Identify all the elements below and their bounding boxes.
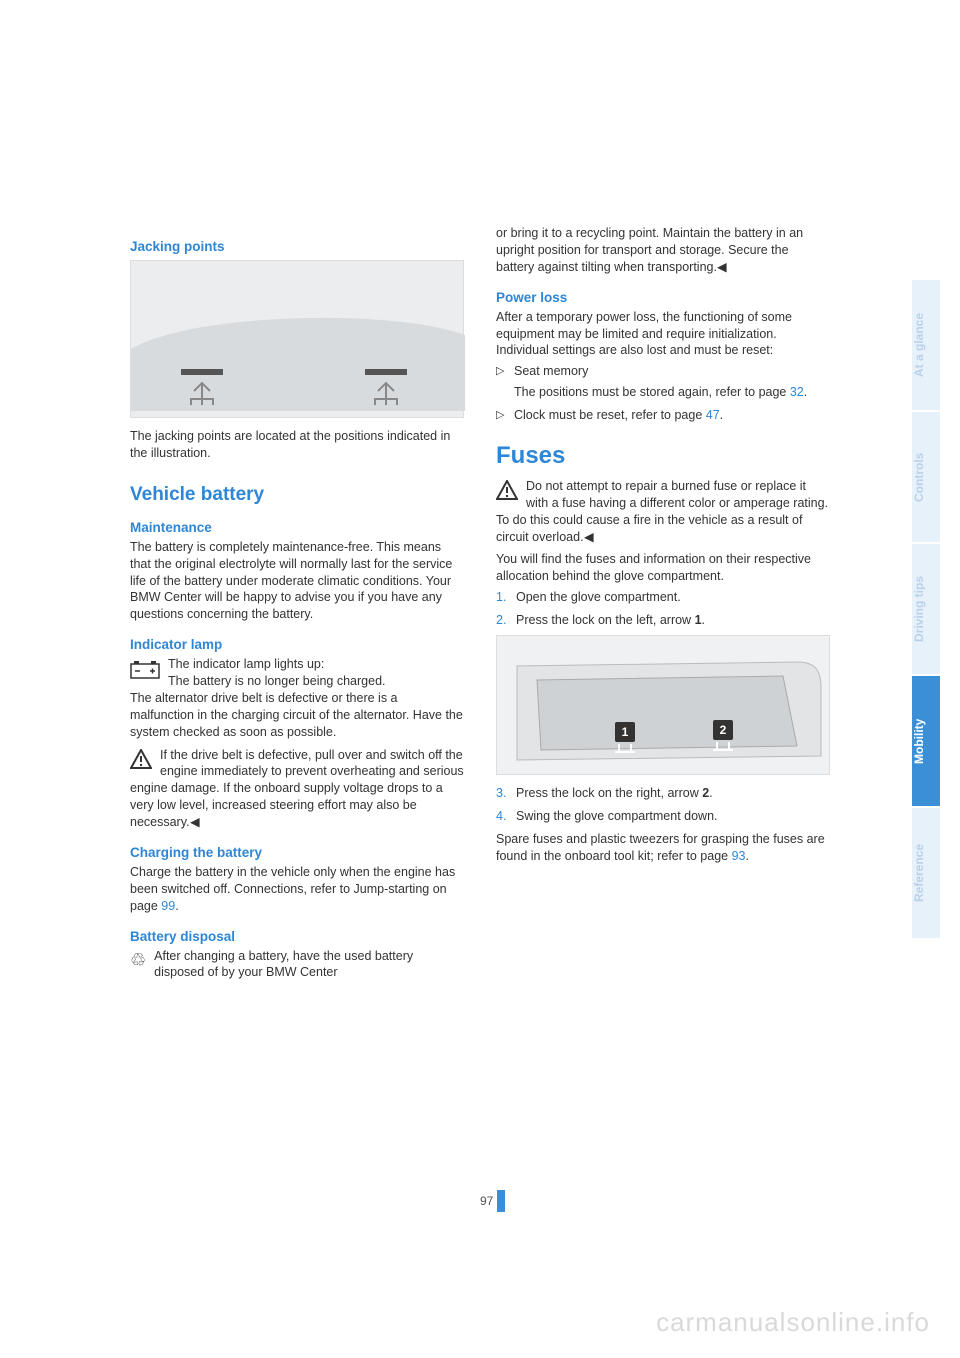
tab-driving-tips[interactable]: Driving tips bbox=[912, 544, 940, 674]
block-indicator-lamp: The indicator lamp lights up: The batter… bbox=[130, 656, 464, 740]
warning-icon bbox=[496, 480, 518, 504]
tab-mobility[interactable]: Mobility bbox=[912, 676, 940, 806]
heading-vehicle-battery: Vehicle battery bbox=[130, 484, 464, 506]
list-item: Seat memory bbox=[496, 363, 830, 380]
caption-jacking-points: The jacking points are located at the po… bbox=[130, 428, 464, 462]
list-item: 4.Swing the glove compartment down. bbox=[496, 808, 830, 825]
list-item: 1.Open the glove compartment. bbox=[496, 589, 830, 606]
tab-at-a-glance[interactable]: At a glance bbox=[912, 280, 940, 410]
link-page-32[interactable]: 32 bbox=[790, 385, 804, 399]
link-page-47[interactable]: 47 bbox=[706, 408, 720, 422]
text-lamp-line1: The indicator lamp lights up: bbox=[168, 657, 324, 671]
end-mark-icon: ▶ bbox=[190, 814, 200, 831]
text-fuses-location: You will find the fuses and information … bbox=[496, 551, 830, 585]
recycle-icon: ♲ bbox=[130, 950, 146, 971]
heading-power-loss: Power loss bbox=[496, 290, 830, 305]
heading-jacking-points: Jacking points bbox=[130, 239, 464, 254]
text-charging-battery: Charge the battery in the vehicle only w… bbox=[130, 864, 464, 915]
list-item: 3.Press the lock on the right, arrow 2. bbox=[496, 785, 830, 802]
tab-controls[interactable]: Controls bbox=[912, 412, 940, 542]
text-power-loss: After a temporary power loss, the functi… bbox=[496, 309, 830, 360]
text-spare-fuses: Spare fuses and plastic tweezers for gra… bbox=[496, 831, 830, 865]
text-maintenance: The battery is completely maintenance-fr… bbox=[130, 539, 464, 623]
page-number-bar-icon bbox=[497, 1190, 505, 1212]
list-fuse-steps-bottom: 3.Press the lock on the right, arrow 2. … bbox=[496, 785, 830, 825]
block-drive-belt-warning: If the drive belt is defective, pull ove… bbox=[130, 747, 464, 831]
watermark: carmanualsonline.info bbox=[656, 1307, 930, 1338]
list-item: Clock must be reset, refer to page 47. bbox=[496, 407, 830, 424]
tab-reference[interactable]: Reference bbox=[912, 808, 940, 938]
left-column: Jacking points The jacking points are lo… bbox=[130, 225, 464, 981]
link-page-99[interactable]: 99 bbox=[161, 899, 175, 913]
warning-icon bbox=[130, 749, 152, 773]
figure-glove-compartment: 1 2 bbox=[496, 635, 830, 775]
link-page-93[interactable]: 93 bbox=[732, 849, 746, 863]
page-number: 97 bbox=[480, 1190, 505, 1212]
text-seat-memory-sub: The positions must be stored again, refe… bbox=[514, 384, 830, 401]
list-power-loss-items-2: Clock must be reset, refer to page 47. bbox=[496, 407, 830, 424]
heading-charging-battery: Charging the battery bbox=[130, 845, 464, 860]
figure-jacking-points bbox=[130, 260, 464, 418]
list-power-loss-items: Seat memory bbox=[496, 363, 830, 380]
side-tabs: At a glance Controls Driving tips Mobili… bbox=[912, 280, 940, 940]
text-fuses-warning: Do not attempt to repair a burned fuse o… bbox=[496, 479, 828, 544]
text-disposal-continued: or bring it to a recycling point. Mainta… bbox=[496, 225, 830, 276]
list-fuse-steps-top: 1.Open the glove compartment. 2.Press th… bbox=[496, 589, 830, 629]
heading-maintenance: Maintenance bbox=[130, 520, 464, 535]
end-mark-icon: ▶ bbox=[584, 529, 594, 546]
svg-text:2: 2 bbox=[720, 723, 727, 737]
svg-text:1: 1 bbox=[622, 725, 629, 739]
text-drive-belt-warning: If the drive belt is defective, pull ove… bbox=[130, 748, 464, 830]
right-column: or bring it to a recycling point. Mainta… bbox=[496, 225, 830, 981]
heading-battery-disposal: Battery disposal bbox=[130, 929, 464, 944]
block-battery-disposal: ♲ After changing a battery, have the use… bbox=[130, 948, 464, 982]
text-lamp-line3: The alternator drive belt is defective o… bbox=[130, 691, 463, 739]
block-fuses-warning: Do not attempt to repair a burned fuse o… bbox=[496, 478, 830, 546]
text-battery-disposal: After changing a battery, have the used … bbox=[130, 948, 464, 982]
page-content: Jacking points The jacking points are lo… bbox=[130, 225, 830, 981]
battery-icon bbox=[130, 658, 160, 685]
heading-indicator-lamp: Indicator lamp bbox=[130, 637, 464, 652]
end-mark-icon: ▶ bbox=[717, 259, 727, 276]
list-item: 2.Press the lock on the left, arrow 1. bbox=[496, 612, 830, 629]
heading-fuses: Fuses bbox=[496, 442, 830, 470]
text-lamp-line2: The battery is no longer being charged. bbox=[168, 674, 386, 688]
